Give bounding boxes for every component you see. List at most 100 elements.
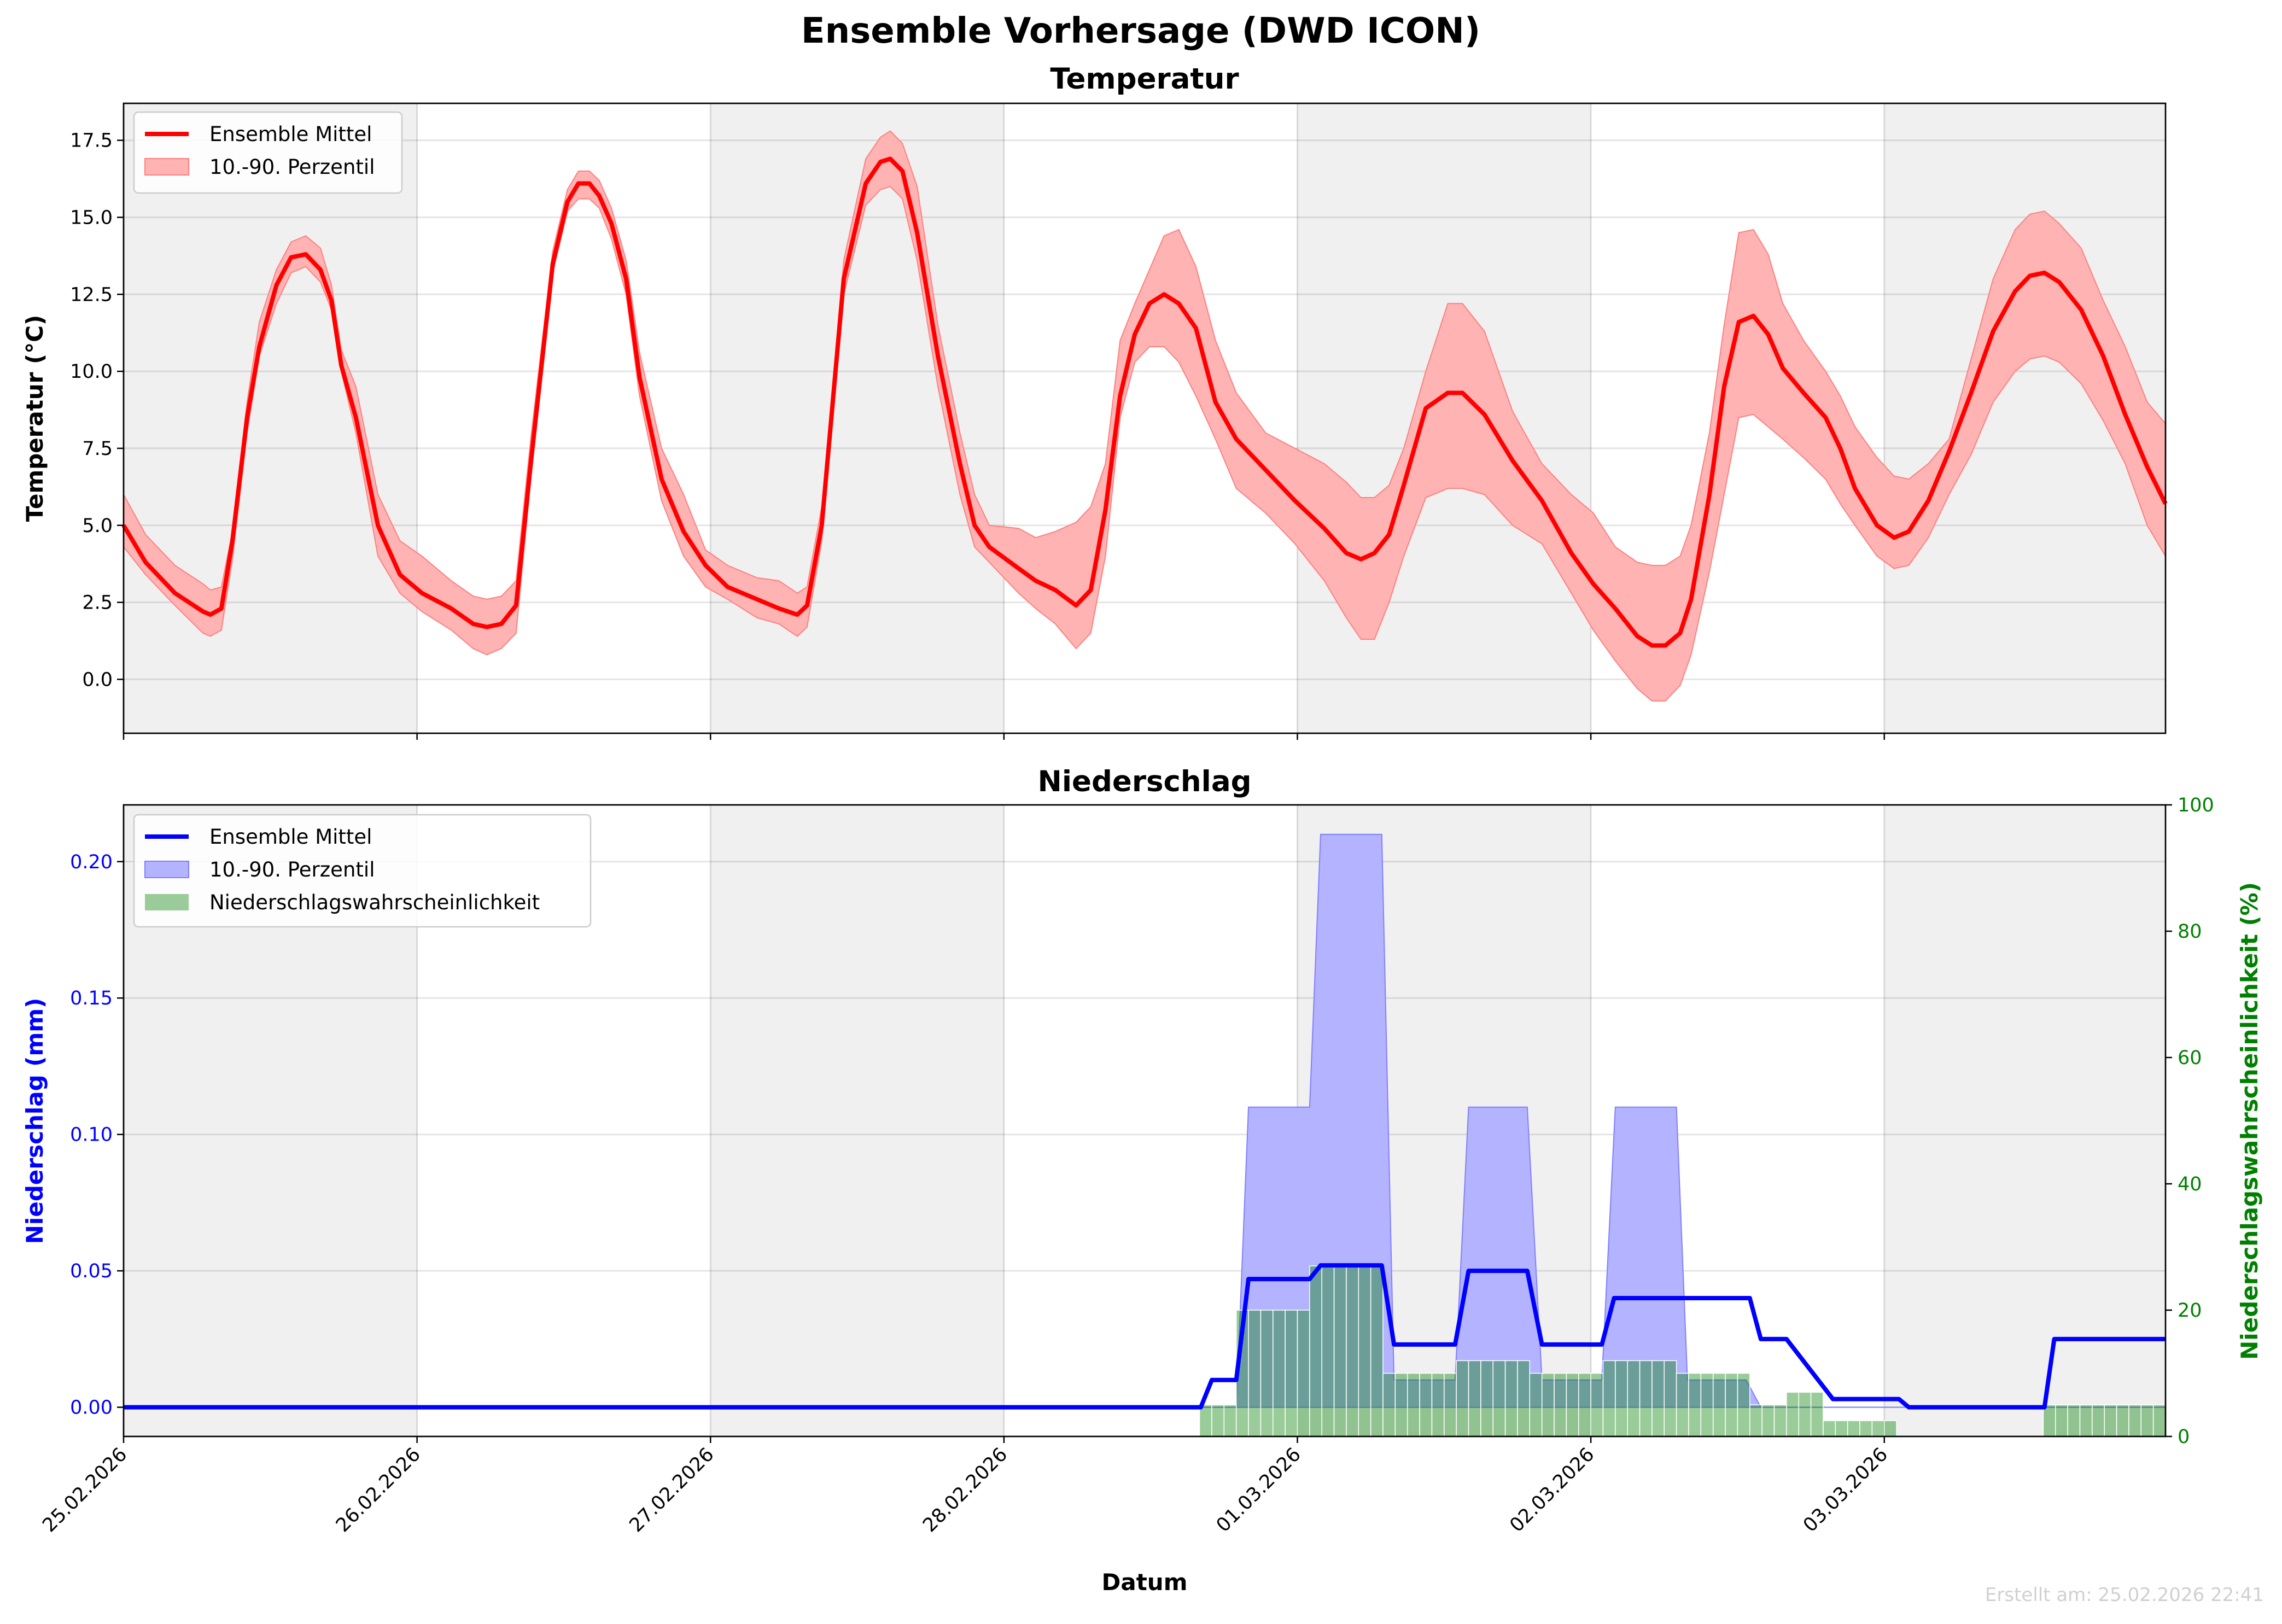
y-tick-label: 0.10 xyxy=(70,1124,113,1146)
x-tick-label: 01.03.2026 xyxy=(1212,1444,1305,1537)
probability-bar xyxy=(1480,1360,1493,1437)
probability-bar xyxy=(1223,1404,1237,1437)
legend-label-probability: Niederschlagswahrscheinlichkeit xyxy=(209,891,540,914)
x-tick-label: 28.02.2026 xyxy=(919,1444,1012,1537)
temperature-plot: 0.0 2.5 5.0 7.5 10.0 12.5 15.0 17.5 Ensemble Mit… xyxy=(70,102,2168,740)
probability-bar xyxy=(1468,1360,1481,1437)
precipitation-mean-line xyxy=(124,1263,2166,1410)
probability-bar xyxy=(1602,1360,1616,1437)
probability-bar xyxy=(1859,1420,1873,1437)
precipitation-percentile-band xyxy=(124,833,2166,1408)
legend-swatch-probability xyxy=(145,894,189,910)
y2-tick-label: 40 xyxy=(2178,1173,2202,1195)
probability-bar xyxy=(1406,1372,1420,1437)
temperature-title: Temperatur xyxy=(1050,62,1239,96)
probability-bar xyxy=(1761,1404,1775,1437)
probability-bar xyxy=(1798,1392,1812,1437)
day-shading xyxy=(124,103,417,733)
x-tick-label: 03.03.2026 xyxy=(1799,1444,1892,1537)
probability-bar xyxy=(1639,1360,1653,1437)
probability-bar xyxy=(2079,1404,2093,1437)
y-tick-label: 0.0 xyxy=(82,669,113,691)
probability-bar xyxy=(1309,1265,1322,1437)
legend-label-band: 10.-90. Perzentil xyxy=(209,155,375,179)
probability-bar xyxy=(2055,1404,2068,1437)
x-tick-label: 26.02.2026 xyxy=(332,1444,425,1537)
probability-bar xyxy=(1431,1372,1445,1437)
probability-bar xyxy=(1492,1360,1506,1437)
y-tick-label: 15.0 xyxy=(70,207,113,229)
y2-tick-label: 0 xyxy=(2178,1426,2190,1448)
y-tick-label: 0.05 xyxy=(70,1260,113,1282)
probability-bar xyxy=(1260,1310,1274,1437)
probability-bar xyxy=(1590,1372,1604,1437)
y2-tick-label: 80 xyxy=(2178,921,2202,943)
y-tick-label: 0.20 xyxy=(70,851,113,873)
figure-title: Ensemble Vorhersage (DWD ICON) xyxy=(801,11,1480,51)
x-axis-label: Datum xyxy=(1102,1569,1188,1596)
probability-bar xyxy=(1664,1360,1677,1437)
probability-bar xyxy=(1883,1420,1897,1437)
y-tick-label: 7.5 xyxy=(82,438,113,460)
probability-bar xyxy=(1566,1372,1579,1437)
probability-bar xyxy=(2104,1404,2117,1437)
x-tick-label: 02.03.2026 xyxy=(1505,1444,1598,1537)
probability-bar xyxy=(1419,1372,1433,1437)
probability-bar xyxy=(1346,1265,1359,1437)
y-tick-label: 17.5 xyxy=(70,130,113,152)
probability-bar xyxy=(1504,1360,1518,1437)
probability-bar xyxy=(1554,1372,1567,1437)
probability-bar xyxy=(1248,1310,1262,1437)
probability-bar xyxy=(1847,1420,1860,1437)
precipitation-y-label: Niederschlag (mm) xyxy=(21,998,48,1244)
precipitation-legend: Ensemble Mittel 10.-90. Perzentil Niedersc… xyxy=(133,814,592,928)
probability-bar xyxy=(2042,1404,2056,1437)
probability-bar xyxy=(1810,1392,1824,1437)
probability-bar xyxy=(1676,1372,1689,1437)
probability-bar xyxy=(1444,1372,1457,1437)
probability-bar xyxy=(1835,1420,1848,1437)
probability-bar xyxy=(1823,1420,1836,1437)
probability-bar xyxy=(1773,1404,1787,1437)
probability-bar xyxy=(1285,1310,1298,1437)
probability-bar xyxy=(1370,1265,1384,1437)
probability-bar xyxy=(1737,1372,1750,1437)
y2-tick-label: 60 xyxy=(2178,1047,2202,1069)
axes-frame xyxy=(122,804,2167,1438)
legend-swatch-band xyxy=(144,861,189,878)
x-tick-label: 27.02.2026 xyxy=(626,1444,719,1537)
y-tick-label: 5.0 xyxy=(82,515,113,537)
temperature-legend: Ensemble Mittel 10.-90. Perzentil xyxy=(133,111,403,194)
legend-label-mean: Ensemble Mittel xyxy=(209,825,372,849)
y2-tick-label: 100 xyxy=(2178,795,2214,816)
day-shading xyxy=(1884,805,2166,1436)
probability-bar xyxy=(1688,1372,1702,1437)
probability-bar xyxy=(1627,1360,1641,1437)
probability-bar xyxy=(1333,1265,1347,1437)
y2-tick-label: 20 xyxy=(2178,1300,2202,1322)
probability-y-label: Niederschlagswahrscheinlichkeit (%) xyxy=(2236,882,2263,1360)
probability-bar xyxy=(1712,1372,1726,1437)
probability-bar xyxy=(1297,1310,1310,1437)
probability-bar xyxy=(1615,1360,1628,1437)
precipitation-plot: 0.00 0.05 0.10 0.15 0.20 0 20 40 60 80 100 25.02.20… xyxy=(38,795,2214,1537)
precipitation-title: Niederschlag xyxy=(1037,765,1251,798)
day-shading xyxy=(710,805,1004,1436)
y-tick-label: 2.5 xyxy=(82,592,113,614)
legend-box xyxy=(133,111,403,194)
probability-bar xyxy=(1456,1360,1469,1437)
probability-bar xyxy=(1541,1372,1555,1437)
probability-bar xyxy=(1321,1265,1335,1437)
legend-box xyxy=(133,814,592,928)
probability-bar xyxy=(1273,1310,1286,1437)
probability-bar xyxy=(2152,1404,2166,1437)
legend-swatch-band xyxy=(144,158,189,176)
y-tick-label: 10.0 xyxy=(70,361,113,383)
probability-bar xyxy=(1651,1360,1665,1437)
probability-bar xyxy=(1211,1404,1225,1437)
legend-label-band: 10.-90. Perzentil xyxy=(209,858,375,881)
probability-bar xyxy=(1578,1372,1591,1437)
probability-bar xyxy=(1358,1265,1371,1437)
probability-bar xyxy=(1382,1372,1396,1437)
